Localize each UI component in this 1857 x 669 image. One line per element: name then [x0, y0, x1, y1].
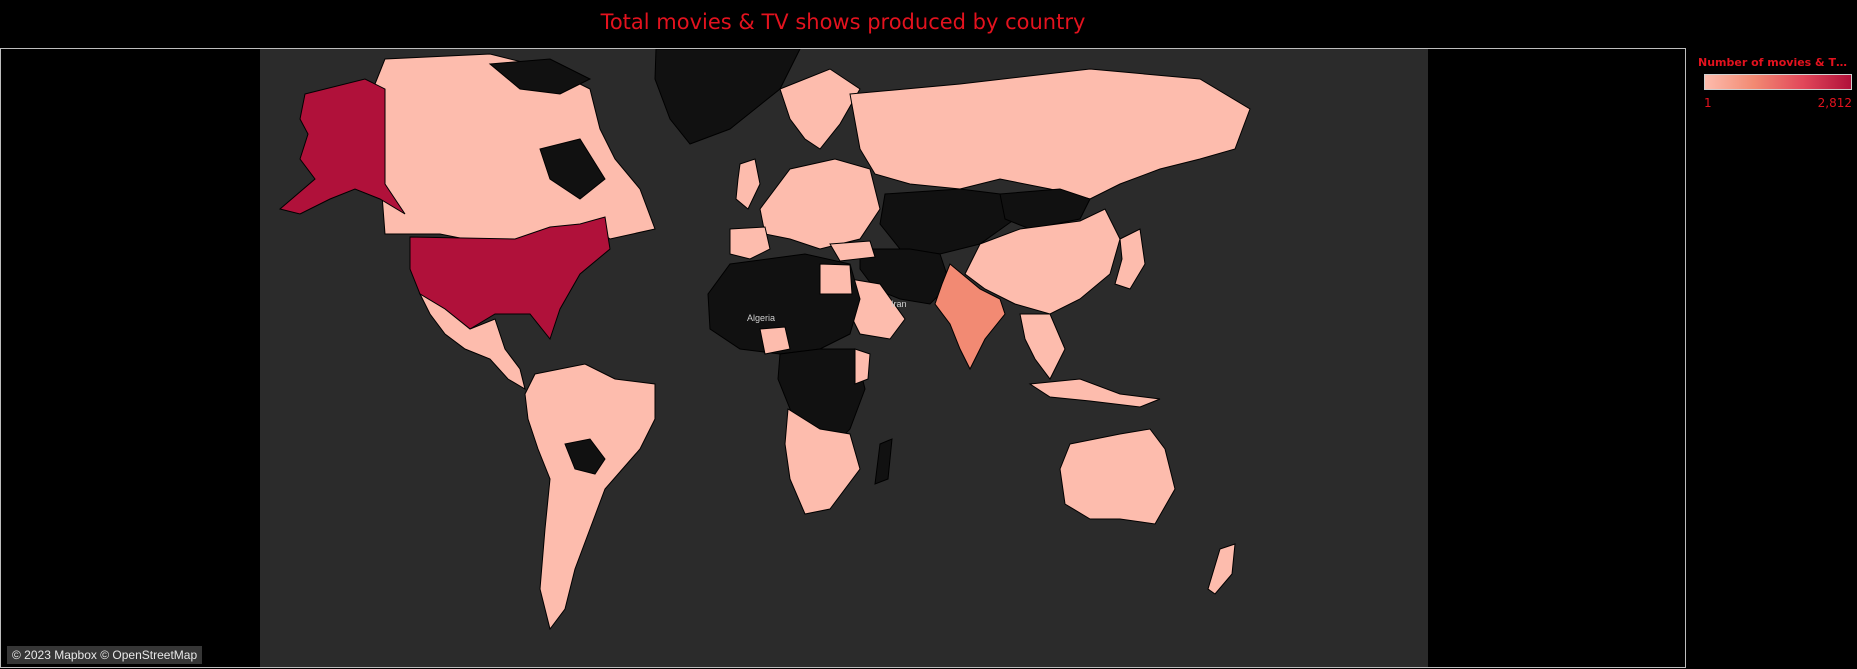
color-legend: Number of movies & TV... 1 2,812 [1698, 56, 1854, 110]
map-svg[interactable]: Algeria Iran [260, 49, 1428, 667]
country-russia[interactable] [849, 68, 1251, 200]
country-united-kingdom[interactable] [735, 158, 761, 210]
country-japan[interactable] [1114, 228, 1146, 290]
country-china[interactable] [964, 208, 1121, 315]
legend-color-ramp [1704, 74, 1852, 90]
country-southeast-asia[interactable] [1019, 313, 1066, 380]
country-spain[interactable] [729, 226, 771, 260]
world-map[interactable]: Algeria Iran [260, 49, 1428, 667]
country-alaska-us[interactable] [278, 78, 406, 215]
chart-title: Total movies & TV shows produced by coun… [600, 10, 1086, 34]
country-mongolia[interactable] [999, 188, 1091, 230]
legend-title: Number of movies & TV... [1698, 56, 1854, 69]
country-mexico[interactable] [418, 292, 526, 391]
country-nigeria[interactable] [759, 326, 791, 355]
legend-labels: 1 2,812 [1698, 96, 1854, 110]
country-south-africa[interactable] [784, 408, 861, 515]
country-egypt[interactable] [819, 263, 853, 295]
place-label-algeria: Algeria [747, 313, 775, 323]
country-greenland[interactable] [654, 49, 801, 145]
place-label-iran: Iran [891, 299, 907, 309]
country-australia[interactable] [1059, 428, 1176, 525]
country-india[interactable] [934, 263, 1006, 371]
country-indonesia[interactable] [1028, 378, 1161, 408]
country-canada[interactable] [364, 53, 656, 250]
map-view[interactable]: Algeria Iran © 2023 Mapbox © OpenStreetM… [0, 48, 1686, 668]
country-europe[interactable] [759, 158, 881, 250]
legend-max-label: 2,812 [1817, 96, 1852, 110]
legend-min-label: 1 [1704, 96, 1712, 110]
map-attribution[interactable]: © 2023 Mapbox © OpenStreetMap [7, 646, 203, 664]
country-madagascar[interactable] [874, 438, 893, 485]
region-arctic-islands[interactable] [488, 58, 606, 200]
country-turkey[interactable] [829, 240, 876, 262]
country-kenya[interactable] [854, 348, 871, 385]
country-scandinavia[interactable] [779, 68, 861, 150]
country-new-zealand[interactable] [1207, 543, 1236, 595]
country-south-america[interactable] [524, 363, 656, 631]
country-bolivia[interactable] [564, 438, 606, 475]
